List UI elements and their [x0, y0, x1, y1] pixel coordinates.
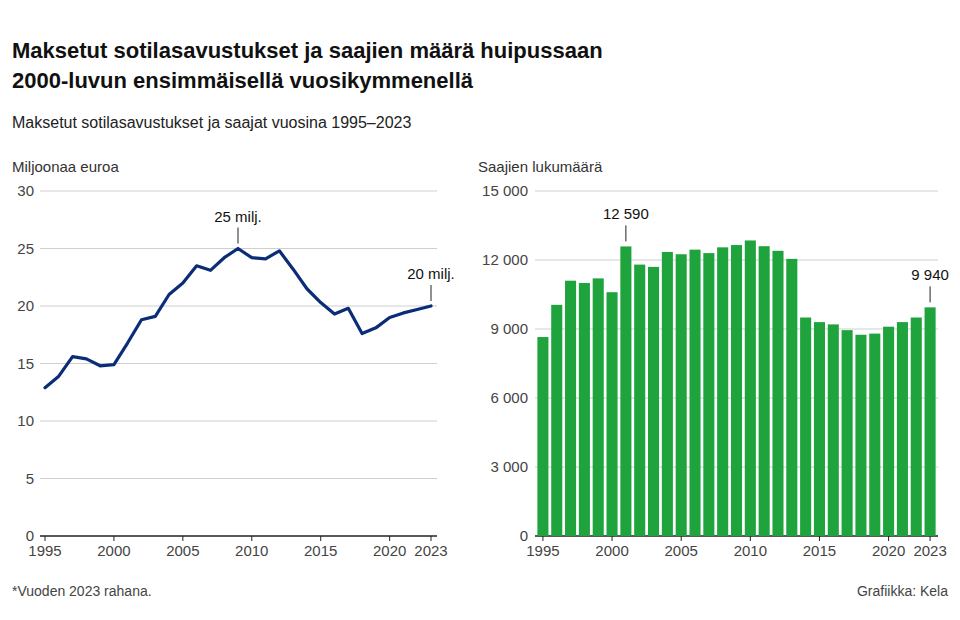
bar [731, 245, 742, 536]
x-tick [45, 536, 46, 541]
y-tick-label: 12 000 [482, 251, 528, 268]
x-tick-label: 2020 [373, 542, 406, 559]
x-tick [182, 536, 183, 541]
x-tick-label: 2000 [97, 542, 130, 559]
data-line [45, 249, 431, 388]
title: Maksetut sotilasavustukset ja saajien mä… [12, 38, 603, 63]
bar [759, 246, 770, 536]
value-label: 9 940 [911, 266, 949, 283]
x-tick-label: 2023 [414, 542, 447, 559]
grid-line [40, 306, 437, 307]
bar [537, 337, 548, 536]
bar [689, 250, 700, 536]
bar [620, 246, 631, 536]
bar [565, 281, 576, 536]
x-tick [431, 536, 432, 541]
y-tick-label: 20 [17, 297, 34, 314]
y-tick-label: 5 [26, 470, 34, 487]
x-tick [681, 536, 682, 541]
axis-title: Saajien lukumäärä [478, 158, 603, 175]
bar [662, 252, 673, 536]
bar [925, 307, 936, 536]
x-tick [888, 536, 889, 541]
bar [717, 247, 728, 536]
bar [579, 283, 590, 536]
x-tick-label: 1995 [526, 542, 559, 559]
bar [897, 322, 908, 536]
bar [772, 251, 783, 536]
x-tick-label: 2023 [913, 542, 946, 559]
bar [800, 318, 811, 537]
value-label: 20 milj. [407, 265, 455, 282]
chart-figure: Maksetut sotilasavustukset ja saajien mä… [0, 0, 960, 620]
x-tick [320, 536, 321, 541]
x-tick [251, 536, 252, 541]
bar [634, 265, 645, 536]
x-tick-label: 2005 [665, 542, 698, 559]
y-tick-label: 15 000 [482, 182, 528, 199]
x-tick-label: 2005 [166, 542, 199, 559]
bar [855, 335, 866, 536]
value-label: 12 590 [603, 205, 649, 222]
marks [45, 249, 431, 388]
x-tick-label: 2015 [803, 542, 836, 559]
bar [869, 334, 880, 536]
x-tick [819, 536, 820, 541]
x-tick-label: 2015 [304, 542, 337, 559]
bar [883, 327, 894, 536]
y-tick-label: 3 000 [490, 458, 528, 475]
y-tick-label: 15 [17, 355, 34, 372]
bar [814, 322, 825, 536]
x-tick [389, 536, 390, 541]
bar [593, 278, 604, 536]
bar [842, 330, 853, 536]
bar [745, 240, 756, 536]
y-tick-label: 6 000 [490, 389, 528, 406]
bar [648, 267, 659, 536]
x-tick [113, 536, 114, 541]
bar [607, 292, 618, 536]
source: Grafiikka: Kela [857, 583, 948, 599]
x-tick-label: 1995 [28, 542, 61, 559]
x-tick [930, 536, 931, 541]
line-chart: Miljoonaa euroa0510152025301995200020052… [12, 158, 455, 559]
x-tick-label: 2010 [734, 542, 767, 559]
bar [911, 318, 922, 537]
title: 2000-luvun ensimmäisellä vuosikymmenellä [12, 68, 474, 93]
x-tick [612, 536, 613, 541]
label-leader [930, 286, 931, 302]
grid-line [535, 191, 938, 192]
y-tick-label: 9 000 [490, 320, 528, 337]
marks [537, 240, 935, 536]
bar [703, 253, 714, 536]
y-tick-label: 10 [17, 412, 34, 429]
bar [551, 305, 562, 536]
x-tick-label: 2000 [595, 542, 628, 559]
grid-line [40, 421, 437, 422]
bar [786, 259, 797, 536]
x-tick [750, 536, 751, 541]
y-tick-label: 25 [17, 240, 34, 257]
grid-line [40, 478, 437, 479]
bar [828, 324, 839, 536]
note: *Vuoden 2023 rahana. [12, 583, 152, 599]
bar-chart: Saajien lukumäärä03 0006 0009 00012 0001… [478, 158, 949, 559]
bar [676, 254, 687, 536]
x-tick-label: 2010 [235, 542, 268, 559]
axis-title: Miljoonaa euroa [12, 158, 119, 175]
label-leader [431, 285, 432, 301]
y-tick-label: 30 [17, 182, 34, 199]
value-label: 25 milj. [214, 208, 262, 225]
grid-line [40, 535, 437, 536]
label-leader [625, 225, 626, 241]
label-leader [238, 228, 239, 244]
grid-line [40, 191, 437, 192]
x-tick [542, 536, 543, 541]
subtitle: Maksetut sotilasavustukset ja saajat vuo… [12, 114, 411, 131]
x-tick-label: 2020 [872, 542, 905, 559]
